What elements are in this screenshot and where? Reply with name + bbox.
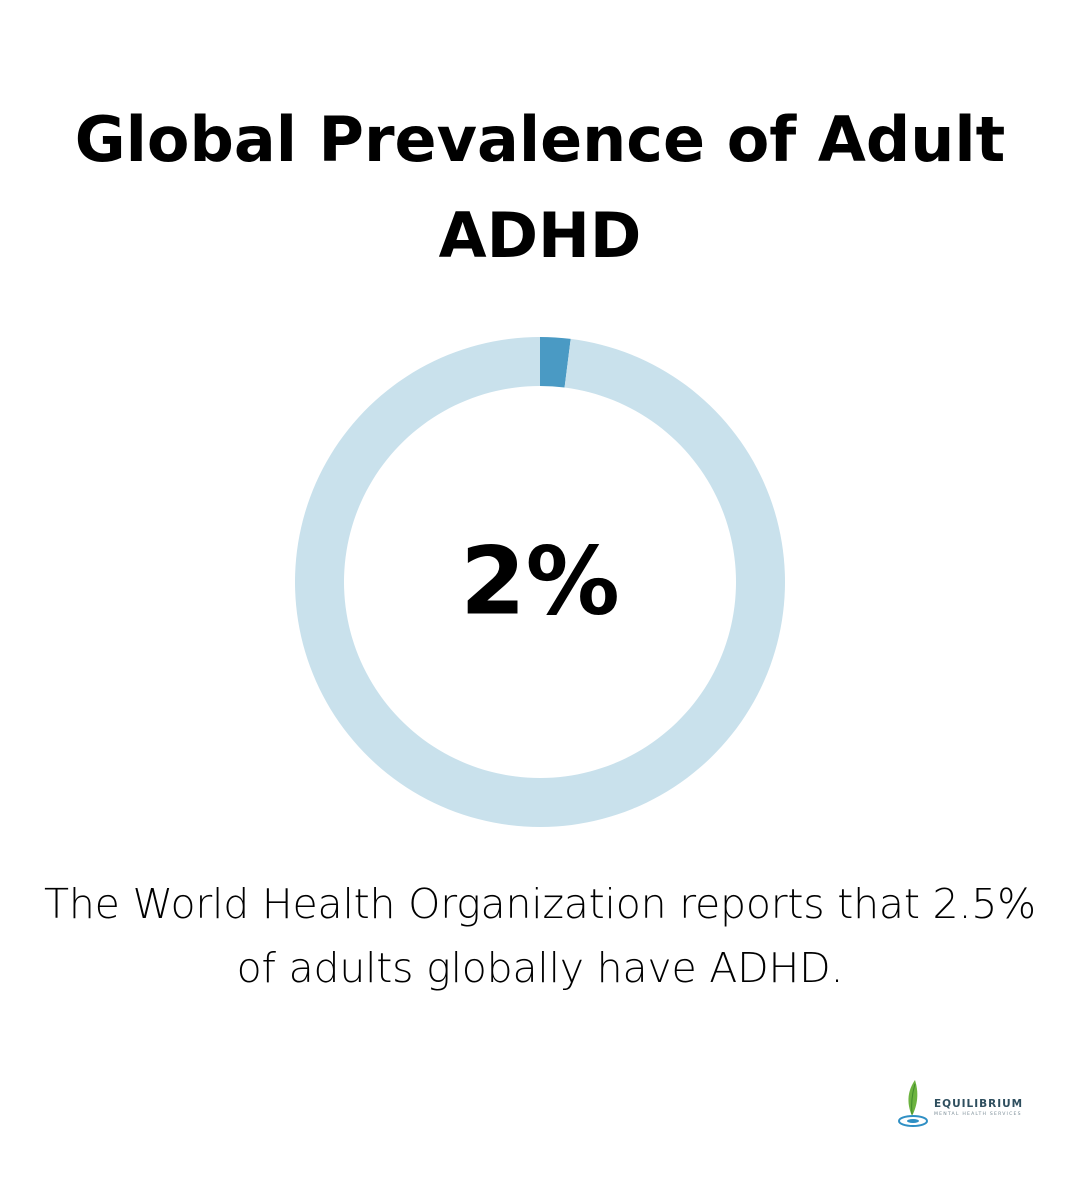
logo-brand-text: EQUILIBRIUM (934, 1098, 1024, 1110)
page-title: Global Prevalence of Adult ADHD (74, 103, 1006, 272)
center-value-label: 2% (460, 528, 620, 637)
donut-slices (295, 337, 785, 827)
brand-logo: EQUILIBRIUM MENTAL HEALTH SERVICES (896, 1078, 1036, 1130)
caption-text: The World Health Organization reports th… (44, 880, 1036, 992)
donut-chart-svg: 2% (295, 337, 785, 827)
logo-tagline-text: MENTAL HEALTH SERVICES (934, 1112, 1022, 1117)
leaf-water-drop-icon (898, 1080, 928, 1127)
donut-slice-highlight (540, 337, 571, 388)
donut-chart: 2% (290, 332, 790, 832)
